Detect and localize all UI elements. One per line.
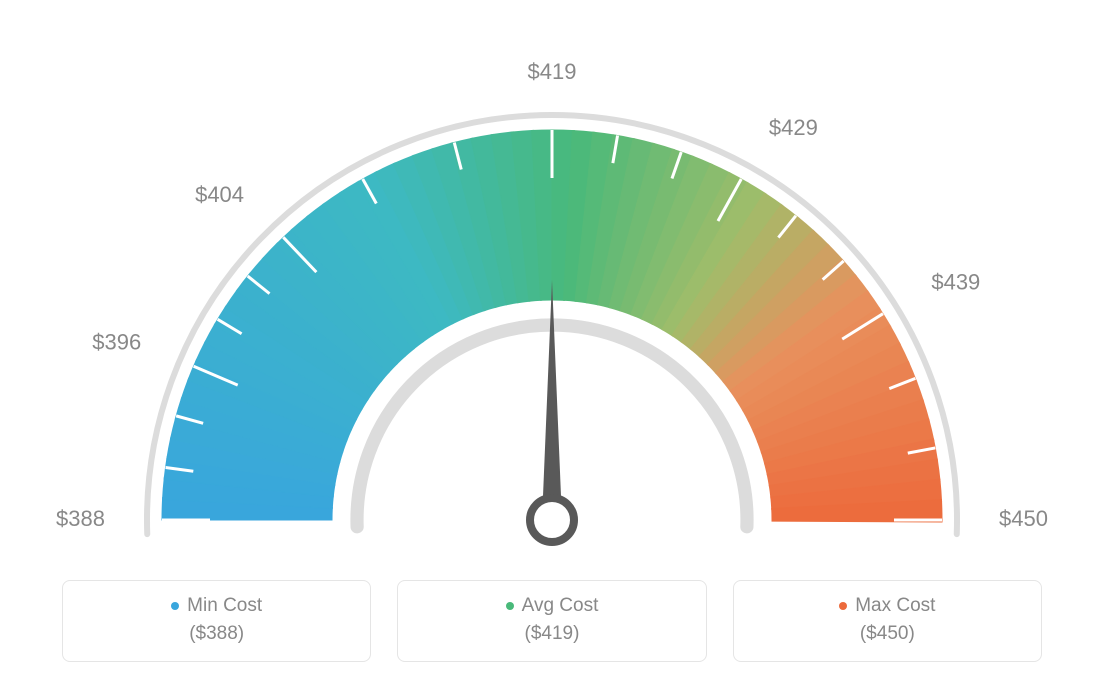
gauge-tick-label: $396: [92, 330, 141, 355]
legend-dot-min: [171, 602, 179, 610]
legend-value-min: ($388): [73, 623, 360, 645]
legend-card-min: Min Cost ($388): [62, 580, 371, 662]
legend-value-max: ($450): [744, 623, 1031, 645]
cost-gauge-chart: $388 $396 $404 $419 $429 $439 $450 Min Cost ($…: [0, 0, 1104, 690]
gauge-needle-hub: [530, 498, 574, 542]
legend-title-min: Min Cost: [187, 595, 262, 617]
legend-value-avg: ($419): [408, 623, 695, 645]
gauge-tick-label: $429: [769, 115, 818, 140]
gauge-tick-label: $388: [56, 506, 105, 531]
legend-title-max: Max Cost: [855, 595, 935, 617]
gauge-svg: $388 $396 $404 $419 $429 $439 $450: [0, 0, 1104, 560]
legend-dot-avg: [506, 602, 514, 610]
gauge-svg-container: $388 $396 $404 $419 $429 $439 $450: [0, 0, 1104, 560]
gauge-needle: [542, 280, 562, 520]
gauge-tick-label: $419: [528, 59, 577, 84]
legend-title-avg: Avg Cost: [522, 595, 599, 617]
legend-row: Min Cost ($388) Avg Cost ($419) Max Cost…: [62, 580, 1042, 662]
legend-card-max: Max Cost ($450): [733, 580, 1042, 662]
legend-card-avg: Avg Cost ($419): [397, 580, 706, 662]
gauge-tick-label: $450: [999, 506, 1048, 531]
gauge-tick-label: $439: [931, 270, 980, 295]
legend-dot-max: [839, 602, 847, 610]
gauge-tick-label: $404: [195, 182, 244, 207]
